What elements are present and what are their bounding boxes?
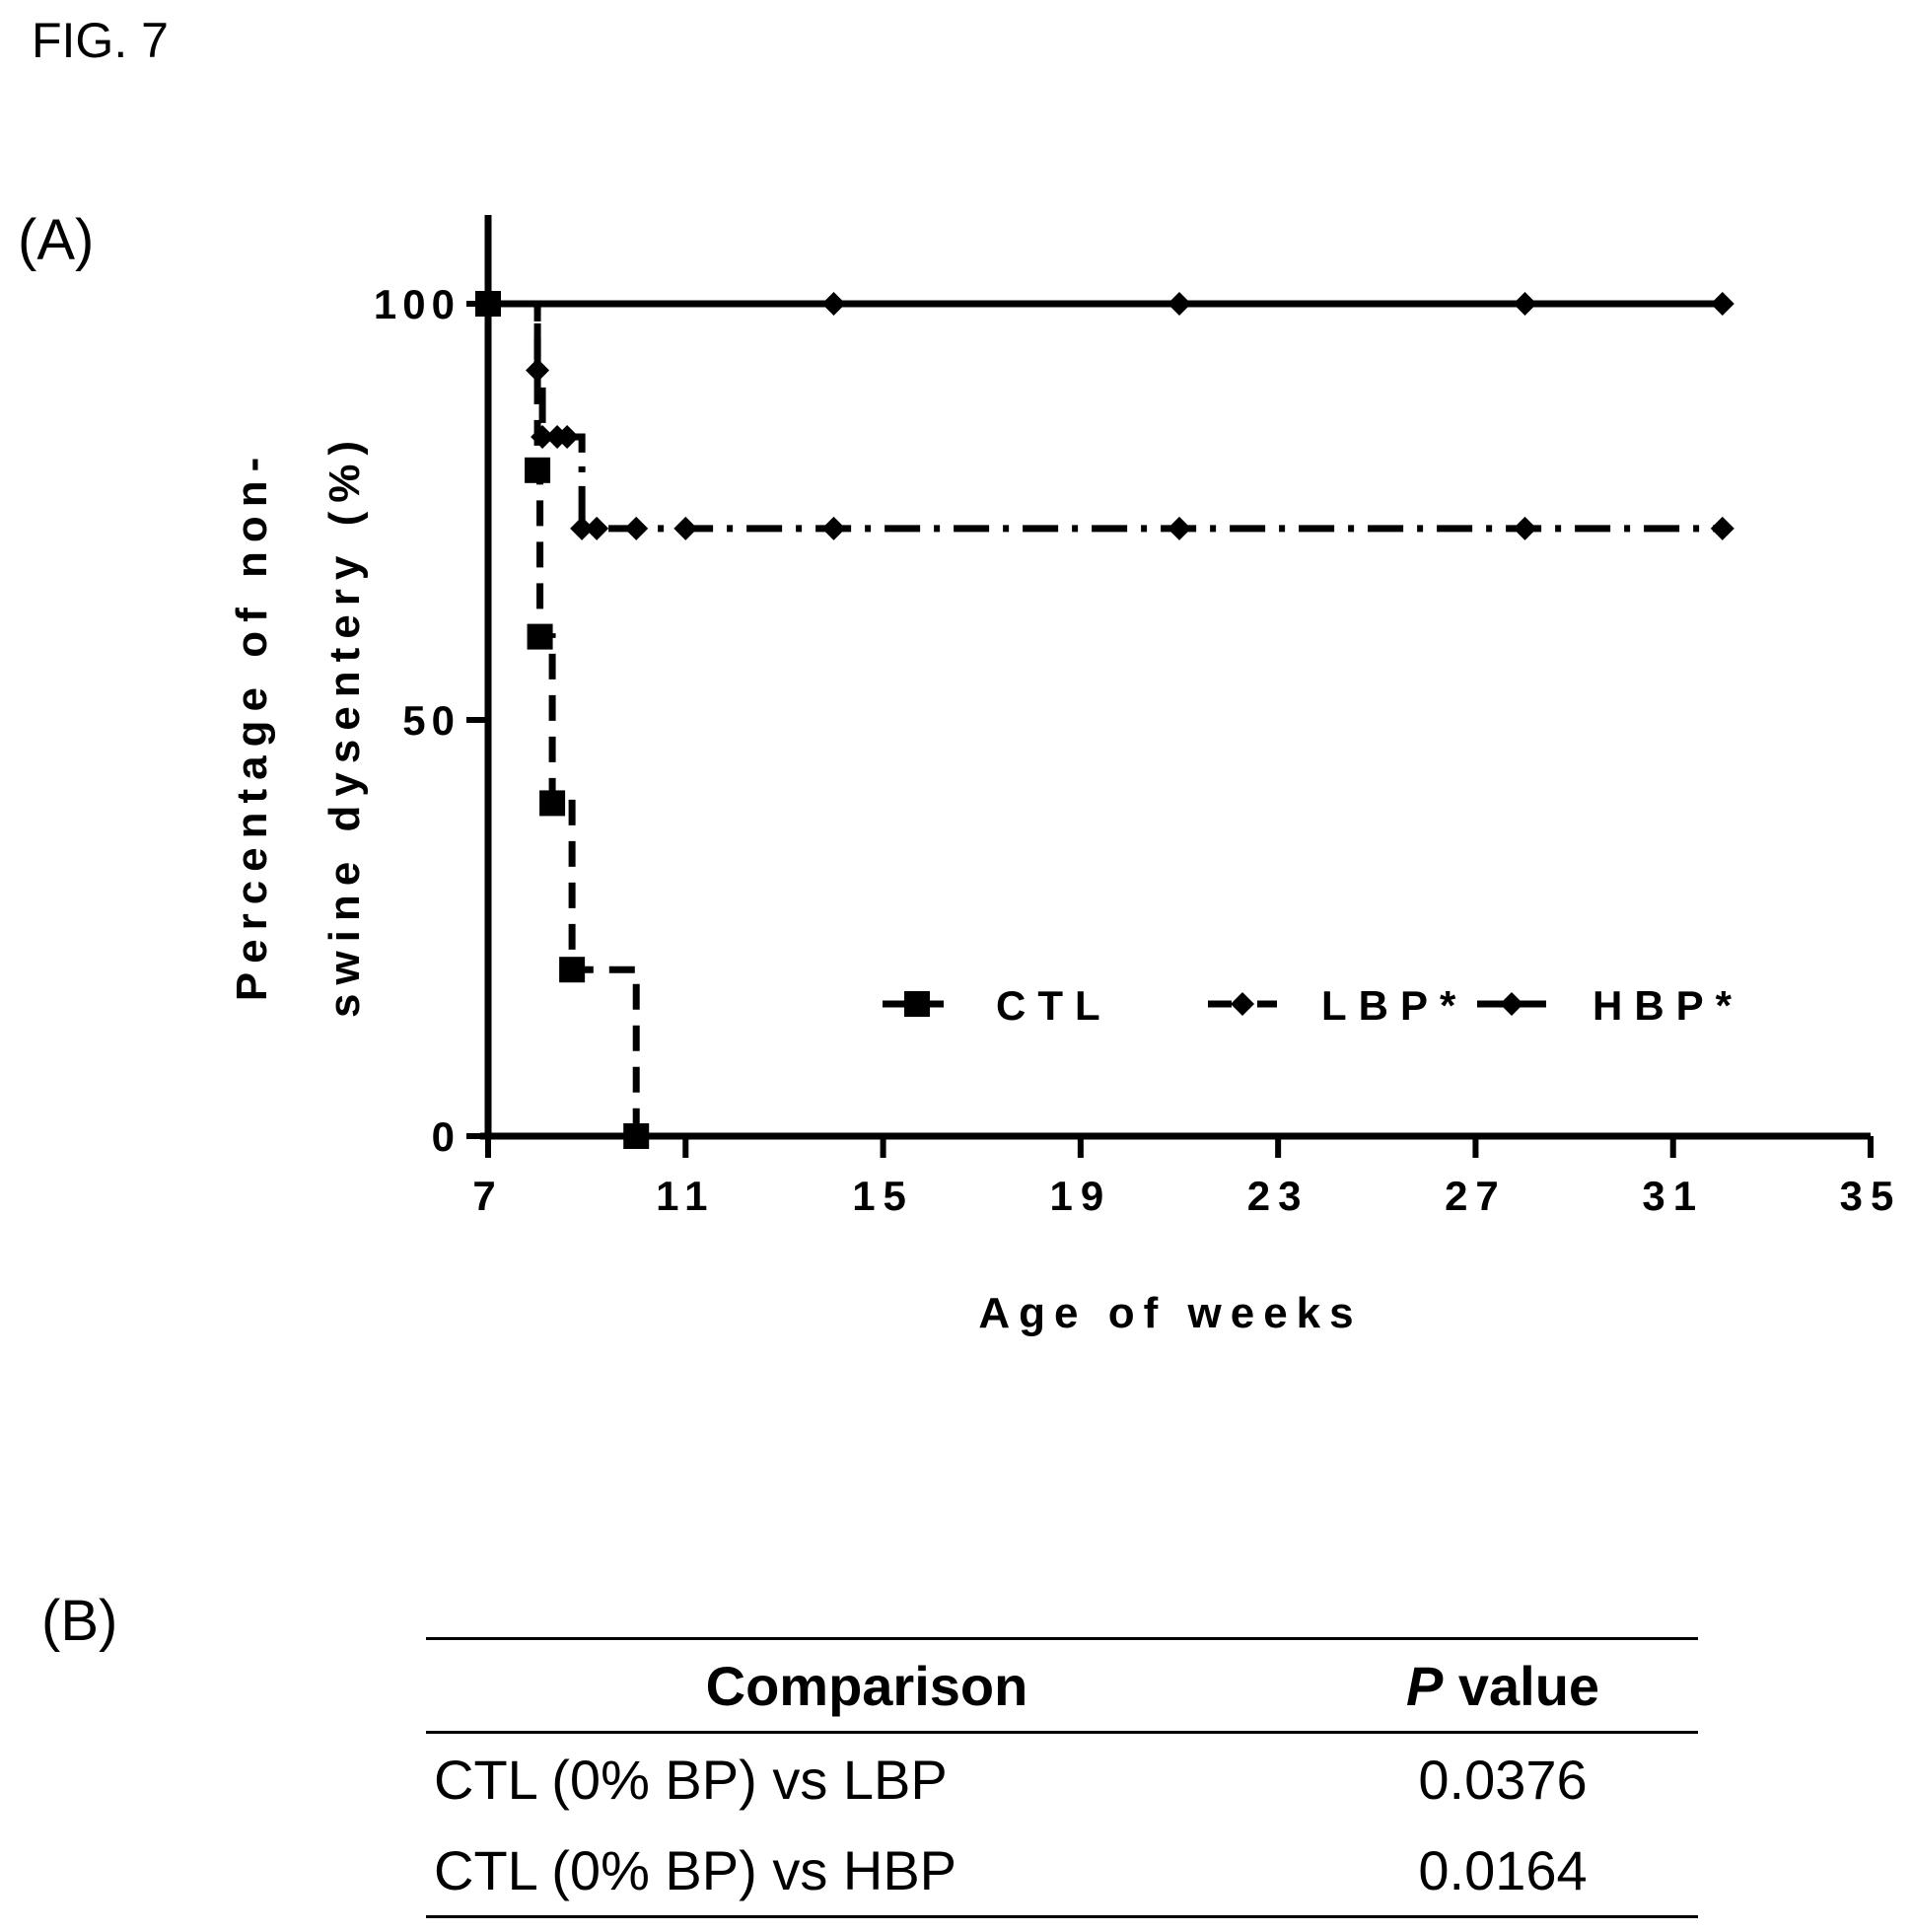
series-lbp [476,292,1734,540]
x-tick-label: 11 [656,1173,715,1219]
data-point [1513,516,1537,540]
data-point [904,991,930,1017]
panel-b-label: (B) [41,1589,118,1653]
x-tick-label: 35 [1840,1173,1902,1219]
x-tick-label: 19 [1049,1173,1111,1219]
data-point [539,790,566,817]
table-header-row: Comparison P value [426,1638,1698,1733]
legend-label: LBP* [1321,982,1467,1029]
chart-axes: 7 11 15 19 23 27 31 35 0 50 100 [374,215,1902,1219]
legend-label: HBP* [1592,982,1743,1029]
data-point [555,425,580,450]
data-point [559,957,586,983]
chart-legend: CTL LBP* HBP* [883,982,1743,1029]
y-tick-label: 100 [374,281,460,327]
data-point [525,457,551,483]
header-p-rest: value [1443,1654,1600,1717]
table-row: CTL (0% BP) vs LBP 0.0376 [426,1733,1698,1825]
data-point [1231,992,1254,1016]
series-line [488,300,640,1136]
data-point [1500,992,1523,1016]
data-point [1168,292,1191,316]
y-axis-label-line: swine dysentery (%) [320,432,369,1018]
data-point [1513,292,1537,316]
data-point [821,292,846,316]
header-p-value: P value [1308,1639,1698,1733]
header-p-italic: P [1405,1654,1444,1717]
y-axis-label-line: Percentage of non- [228,449,276,1002]
x-tick-label: 31 [1642,1173,1704,1219]
row-comparison: CTL (0% BP) vs HBP [434,1838,957,1901]
p-value-table: Comparison P value CTL (0% BP) vs LBP 0.… [426,1637,1698,1918]
data-point [475,291,501,317]
data-point [821,516,846,540]
table-row: CTL (0% BP) vs HBP 0.0164 [426,1825,1698,1917]
x-tick-label: 23 [1247,1173,1309,1219]
x-axis-label: Age of weeks [978,1289,1362,1337]
panel-a-label: (A) [18,208,95,272]
x-tick-label: 15 [852,1173,914,1219]
data-point [624,516,649,540]
data-point [1710,516,1734,540]
data-point [623,1123,650,1149]
chart-series [475,291,1734,1149]
data-point [526,358,550,383]
y-tick-label: 0 [432,1113,460,1160]
data-point [673,516,698,540]
data-point [1710,292,1734,316]
x-tick-label: 27 [1445,1173,1507,1219]
data-point [585,516,609,540]
data-point [527,623,553,650]
legend-entry: LBP* [1208,982,1467,1029]
x-tick-label: 7 [472,1173,503,1219]
y-tick-label: 50 [402,697,460,744]
survival-chart: 7 11 15 19 23 27 31 35 0 50 100 CTL LBP* HBP* Age of… [228,215,1902,1337]
series-line [488,300,1723,533]
row-comparison: CTL (0% BP) vs LBP [434,1748,948,1811]
series-hbp [476,292,1734,316]
figure-title: FIG. 7 [32,13,169,68]
row-p-value: 0.0376 [1418,1748,1588,1811]
legend-entry: HBP* [1477,982,1743,1029]
series-ctl [475,291,650,1149]
legend-label: CTL [996,982,1112,1029]
row-p-value: 0.0164 [1418,1838,1588,1901]
data-point [570,516,595,540]
header-comparison: Comparison [705,1654,1028,1717]
y-axis-label: Percentage of non-swine dysentery (%) [228,432,369,1018]
data-point [1168,516,1191,540]
legend-entry: CTL [883,982,1112,1029]
